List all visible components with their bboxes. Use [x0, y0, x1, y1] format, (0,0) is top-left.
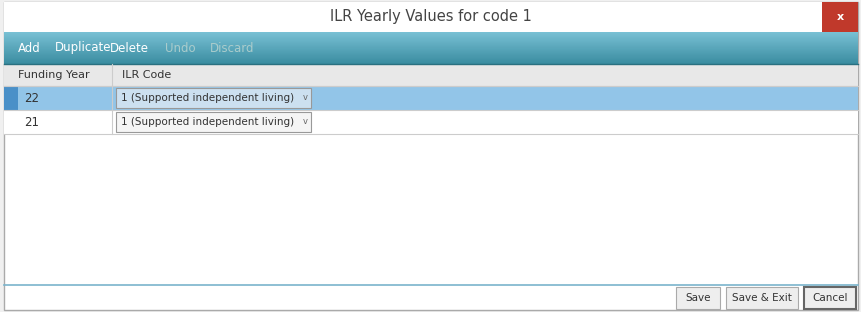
FancyBboxPatch shape: [725, 287, 797, 309]
Bar: [4, 38, 857, 39]
Bar: [4, 46, 857, 47]
Bar: [4, 38, 857, 39]
Bar: [4, 58, 857, 59]
Bar: [4, 64, 857, 86]
Bar: [4, 52, 857, 53]
Bar: [4, 59, 857, 60]
Bar: [4, 49, 857, 50]
Bar: [4, 54, 857, 55]
Bar: [4, 60, 857, 61]
Bar: [4, 51, 857, 52]
Bar: [4, 56, 857, 58]
FancyBboxPatch shape: [116, 88, 311, 108]
Bar: [4, 58, 857, 59]
Bar: [4, 52, 857, 53]
Bar: [4, 50, 857, 51]
Bar: [4, 48, 857, 49]
Text: Undo: Undo: [164, 41, 195, 55]
Bar: [4, 62, 857, 63]
Bar: [4, 54, 857, 56]
FancyBboxPatch shape: [675, 287, 719, 309]
Bar: [4, 36, 857, 37]
Bar: [4, 56, 857, 57]
Bar: [4, 2, 821, 32]
Bar: [4, 44, 857, 45]
Bar: [4, 33, 857, 34]
Bar: [4, 45, 857, 46]
Text: ILR Yearly Values for code 1: ILR Yearly Values for code 1: [330, 9, 531, 25]
Text: Add: Add: [18, 41, 40, 55]
Bar: [4, 110, 857, 134]
Text: 1 (Supported independent living): 1 (Supported independent living): [121, 93, 294, 103]
Bar: [4, 47, 857, 48]
FancyBboxPatch shape: [4, 2, 857, 310]
Text: Funding Year: Funding Year: [18, 70, 90, 80]
Bar: [4, 39, 857, 41]
Bar: [4, 32, 857, 33]
Bar: [4, 53, 857, 54]
Bar: [4, 35, 857, 36]
Bar: [4, 59, 857, 60]
Text: Duplicate: Duplicate: [55, 41, 111, 55]
Text: Discard: Discard: [210, 41, 254, 55]
Bar: [4, 41, 857, 42]
FancyBboxPatch shape: [803, 287, 855, 309]
Bar: [4, 39, 857, 40]
Bar: [4, 37, 857, 38]
Bar: [4, 36, 857, 37]
Text: ILR Code: ILR Code: [122, 70, 171, 80]
Bar: [4, 34, 857, 35]
Text: 21: 21: [24, 115, 39, 129]
Bar: [4, 43, 857, 44]
Bar: [4, 32, 857, 34]
Bar: [4, 37, 857, 38]
Text: Save & Exit: Save & Exit: [731, 293, 791, 303]
Text: x: x: [835, 12, 843, 22]
Text: Delete: Delete: [110, 41, 149, 55]
Bar: [4, 62, 857, 63]
Bar: [4, 63, 857, 65]
Text: Save: Save: [684, 293, 710, 303]
Text: 1 (Supported independent living): 1 (Supported independent living): [121, 117, 294, 127]
Bar: [4, 47, 857, 48]
Bar: [821, 2, 857, 32]
Bar: [4, 60, 857, 61]
Bar: [4, 61, 857, 62]
FancyBboxPatch shape: [116, 112, 311, 132]
Bar: [4, 57, 857, 58]
Bar: [4, 34, 857, 35]
Bar: [4, 51, 857, 52]
Bar: [4, 45, 857, 46]
Bar: [4, 53, 857, 54]
Bar: [4, 44, 857, 45]
Bar: [4, 86, 857, 110]
Bar: [4, 55, 857, 56]
Bar: [4, 42, 857, 43]
Text: 22: 22: [24, 91, 39, 105]
Bar: [4, 61, 857, 62]
Text: Cancel: Cancel: [811, 293, 846, 303]
Bar: [4, 46, 857, 47]
Bar: [4, 40, 857, 41]
Bar: [4, 41, 857, 43]
Text: v: v: [302, 94, 307, 103]
Bar: [4, 43, 857, 44]
Bar: [4, 35, 857, 36]
Bar: [4, 63, 857, 64]
Bar: [4, 86, 18, 110]
Bar: [4, 49, 857, 50]
Text: v: v: [302, 118, 307, 126]
Bar: [4, 50, 857, 51]
